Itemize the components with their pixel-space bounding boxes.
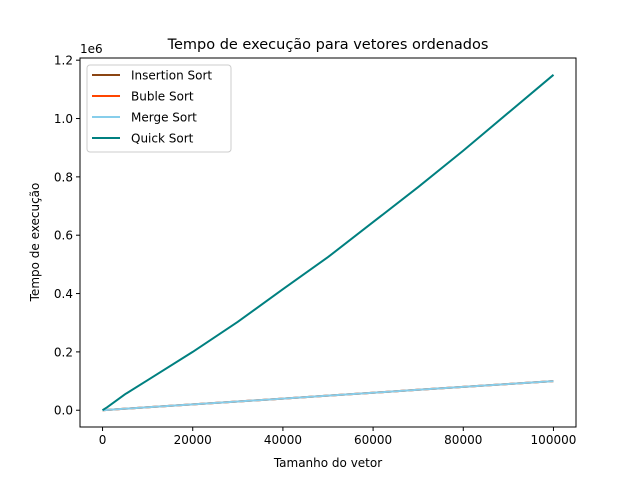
x-tick-label: 80000 (444, 433, 482, 447)
x-tick-label: 0 (99, 433, 107, 447)
legend-label: Merge Sort (131, 111, 197, 125)
y-axis-label: Tempo de execução (28, 183, 42, 303)
y-tick-label: 0.0 (54, 404, 73, 418)
y-tick-label: 0.6 (54, 229, 73, 243)
legend-label: Buble Sort (131, 90, 194, 104)
y-tick-label: 0.4 (54, 287, 73, 301)
legend-label: Quick Sort (131, 132, 194, 146)
plot-lines (101, 74, 555, 412)
y-tick-label: 1.0 (54, 112, 73, 126)
chart-title: Tempo de execução para vetores ordenados (167, 37, 489, 53)
x-tick-label: 20000 (174, 433, 212, 447)
series-line-merge-sort (102, 380, 554, 412)
legend: Insertion Sort Buble Sort Merge Sort Quick … (86, 64, 232, 153)
x-tick-label: 60000 (354, 433, 392, 447)
x-axis: 0 20000 40000 60000 80000 100000 (99, 427, 577, 447)
y-tick-label: 0.2 (54, 345, 73, 359)
x-tick-label: 40000 (264, 433, 302, 447)
x-axis-label: Tamanho do vetor (273, 456, 382, 470)
y-offset-label: 1e6 (80, 42, 103, 56)
legend-label: Insertion Sort (131, 69, 212, 83)
plot-frame (79, 57, 577, 428)
y-axis: 0.0 0.2 0.4 0.6 0.8 1.0 1.2 (54, 54, 80, 418)
series-line-quick-sort (101, 74, 555, 412)
x-tick-label: 100000 (531, 433, 577, 447)
y-tick-label: 1.2 (54, 54, 73, 68)
legend-box (86, 64, 232, 153)
y-tick-label: 0.8 (54, 170, 73, 184)
